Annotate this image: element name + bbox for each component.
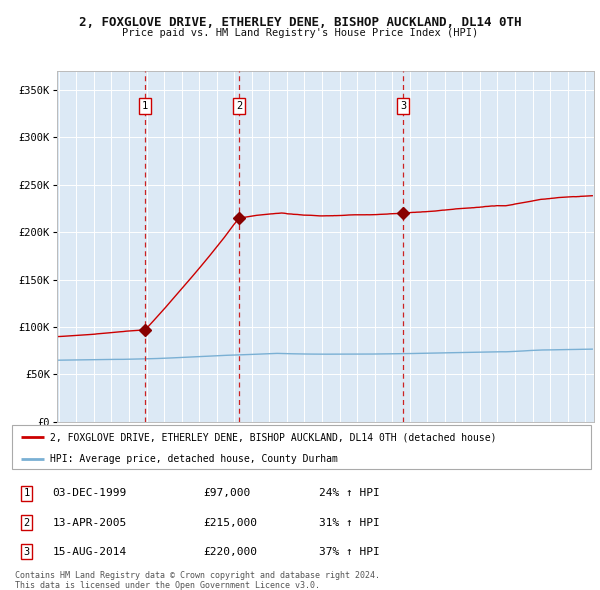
- Text: £215,000: £215,000: [203, 517, 257, 527]
- Text: HPI: Average price, detached house, County Durham: HPI: Average price, detached house, Coun…: [50, 454, 338, 464]
- Text: 1: 1: [23, 489, 29, 498]
- FancyBboxPatch shape: [12, 425, 591, 469]
- Text: 03-DEC-1999: 03-DEC-1999: [53, 489, 127, 498]
- Text: 15-AUG-2014: 15-AUG-2014: [53, 547, 127, 557]
- Text: 37% ↑ HPI: 37% ↑ HPI: [319, 547, 380, 557]
- Text: 2, FOXGLOVE DRIVE, ETHERLEY DENE, BISHOP AUCKLAND, DL14 0TH (detached house): 2, FOXGLOVE DRIVE, ETHERLEY DENE, BISHOP…: [50, 432, 496, 442]
- Text: 31% ↑ HPI: 31% ↑ HPI: [319, 517, 380, 527]
- Text: 2, FOXGLOVE DRIVE, ETHERLEY DENE, BISHOP AUCKLAND, DL14 0TH: 2, FOXGLOVE DRIVE, ETHERLEY DENE, BISHOP…: [79, 16, 521, 29]
- Text: 24% ↑ HPI: 24% ↑ HPI: [319, 489, 380, 498]
- Text: 2: 2: [23, 517, 29, 527]
- Text: 3: 3: [400, 101, 406, 111]
- Text: 1: 1: [142, 101, 148, 111]
- Text: £97,000: £97,000: [203, 489, 250, 498]
- Text: £220,000: £220,000: [203, 547, 257, 557]
- Text: 3: 3: [23, 547, 29, 557]
- Text: 13-APR-2005: 13-APR-2005: [53, 517, 127, 527]
- Text: Contains HM Land Registry data © Crown copyright and database right 2024.
This d: Contains HM Land Registry data © Crown c…: [15, 571, 380, 590]
- Text: 2: 2: [236, 101, 242, 111]
- Text: Price paid vs. HM Land Registry's House Price Index (HPI): Price paid vs. HM Land Registry's House …: [122, 28, 478, 38]
